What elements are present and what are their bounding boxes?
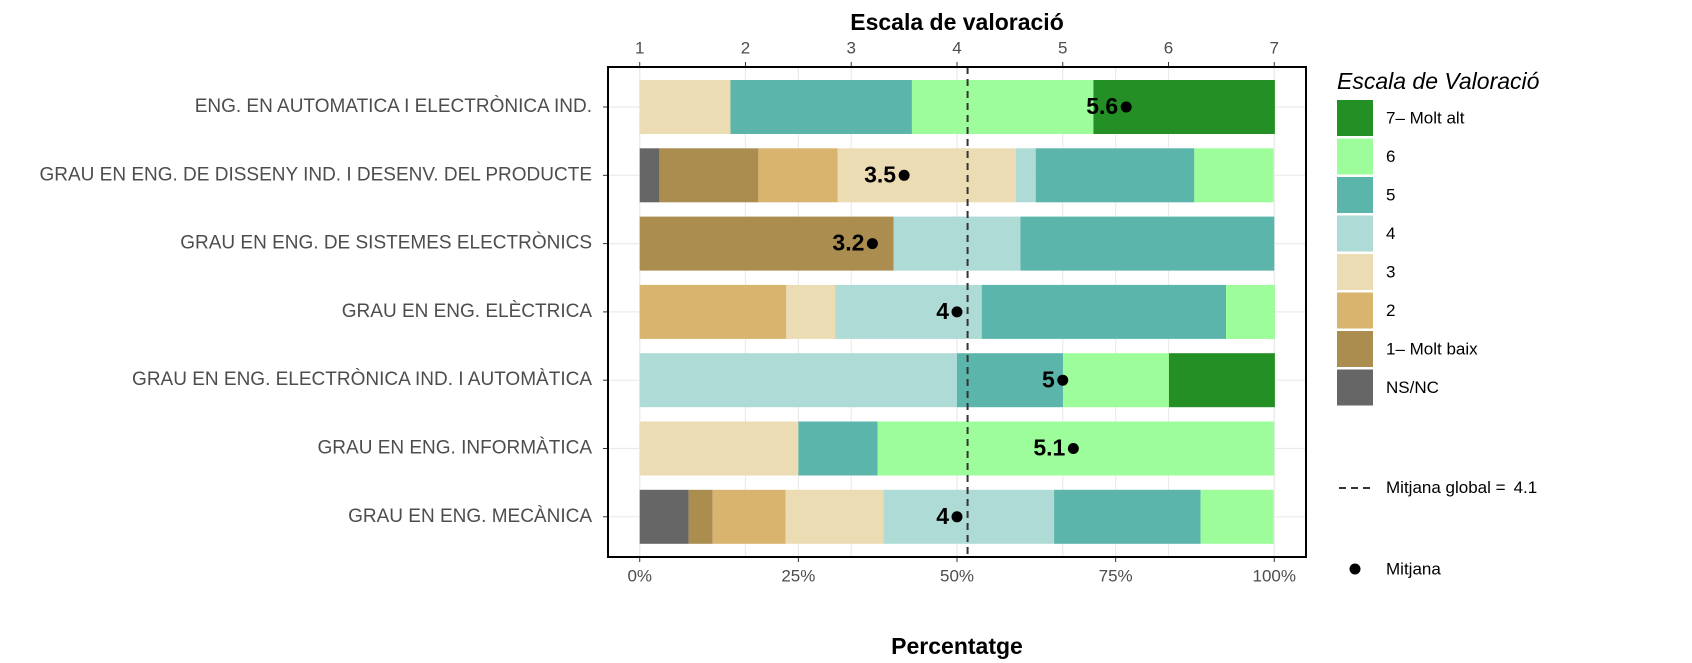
legend-label: 5 [1386, 185, 1395, 204]
bar-segment [639, 489, 689, 544]
bar-segment [786, 284, 836, 339]
x-tick-label: 50% [940, 566, 974, 585]
legend-label: Mitjana [1386, 559, 1441, 578]
y-tick-label: GRAU EN ENG. ELECTRÒNICA IND. I AUTOMÀTI… [132, 368, 592, 390]
bar-segment [639, 421, 799, 476]
bar-segment [639, 148, 660, 203]
bar-segment [1200, 489, 1274, 544]
bar-segment [659, 148, 759, 203]
bar-segment [798, 421, 878, 476]
x-tick-label: 0% [627, 566, 652, 585]
y-tick-label: GRAU EN ENG. ELÈCTRICA [342, 301, 593, 322]
x-tick-label: 75% [1099, 566, 1133, 585]
bar-segment [957, 353, 1063, 408]
legend-ref-label: Mitjana global = [1386, 478, 1506, 497]
legend-swatch [1337, 331, 1373, 367]
x2-tick-label: 3 [847, 38, 856, 57]
x2-tick-label: 4 [952, 38, 961, 57]
mean-label: 4 [936, 503, 949, 529]
legend-label: NS/NC [1386, 378, 1439, 397]
bar-segment [639, 216, 894, 271]
legend-mean-dot [1349, 563, 1361, 575]
y-tick-label: GRAU EN ENG. DE DISSENY IND. I DESENV. D… [39, 164, 592, 185]
x2-tick-label: 7 [1270, 38, 1279, 57]
bar-segment [1062, 353, 1169, 408]
legend-swatch [1337, 369, 1373, 406]
legend-label: 6 [1386, 147, 1395, 166]
bar-segment [639, 353, 957, 408]
bar-segment [911, 80, 1094, 134]
bar-segment [785, 489, 884, 544]
bar-segment [730, 80, 912, 134]
legend-swatch [1337, 138, 1373, 175]
x-tick-label: 25% [781, 566, 815, 585]
bar-segment [893, 216, 1021, 271]
y-tick-label: GRAU EN ENG. MECÀNICA [348, 506, 592, 527]
bar-segment [1194, 148, 1274, 203]
x2-tick-label: 6 [1164, 38, 1173, 57]
legend-swatch [1337, 177, 1373, 213]
legend-label: 2 [1386, 301, 1395, 320]
legend-label: 4 [1386, 224, 1395, 243]
mean-dot [951, 511, 963, 523]
bar-segment [758, 148, 838, 203]
mean-dot [1067, 443, 1079, 454]
bar-segment [1016, 148, 1036, 203]
bar-segment [712, 489, 786, 544]
legend-label: 1– Molt baix [1386, 339, 1478, 358]
bar-segment [1020, 216, 1275, 271]
mean-dot [951, 306, 963, 318]
y-tick-label: ENG. EN AUTOMATICA I ELECTRÒNICA IND. [195, 95, 592, 117]
legend-label: 3 [1386, 262, 1395, 281]
mean-label: 5 [1042, 366, 1055, 392]
legend-swatch [1337, 215, 1373, 252]
x2-tick-label: 5 [1058, 38, 1067, 57]
legend-swatch [1337, 254, 1373, 290]
bar-segment [837, 148, 1017, 203]
y-tick-label: GRAU EN ENG. DE SISTEMES ELECTRÒNICS [180, 232, 592, 254]
bar-segment [883, 489, 1055, 544]
plot-frame [607, 66, 1307, 558]
mean-label: 3.5 [864, 161, 896, 187]
legend-swatch [1337, 100, 1373, 136]
bar-segment [1226, 284, 1275, 339]
bar-segment [1168, 353, 1275, 408]
legend-label: 7– Molt alt [1386, 108, 1465, 127]
mean-dot [898, 169, 910, 181]
mean-label: 3.2 [832, 230, 864, 256]
bar-segment [639, 284, 787, 339]
mean-dot [1120, 101, 1132, 113]
legend-title: Escala de Valoració [1337, 68, 1540, 94]
x-tick-label: 100% [1253, 566, 1296, 585]
mean-label: 4 [936, 298, 949, 324]
mean-dot [1057, 374, 1069, 386]
x2-tick-label: 2 [741, 38, 750, 57]
bar-segment [1093, 80, 1275, 134]
bar-segment [639, 80, 731, 134]
bar-segment [981, 284, 1227, 339]
x-axis-title: Percentatge [891, 633, 1023, 659]
legend-label: Mitjana global = 4.1 [1386, 478, 1537, 497]
bar-segment [1035, 148, 1195, 203]
bar-segment [688, 489, 713, 544]
x2-tick-label: 1 [635, 38, 644, 57]
y-tick-label: GRAU EN ENG. INFORMÀTICA [318, 438, 593, 459]
mean-dot [866, 238, 878, 250]
bar-segment [1054, 489, 1201, 544]
mean-label: 5.6 [1086, 93, 1118, 119]
legend-ref-value: 4.1 [1514, 478, 1538, 497]
legend-swatch [1337, 292, 1373, 329]
mean-label: 5.1 [1033, 435, 1065, 461]
top-axis-title: Escala de valoració [850, 9, 1064, 35]
